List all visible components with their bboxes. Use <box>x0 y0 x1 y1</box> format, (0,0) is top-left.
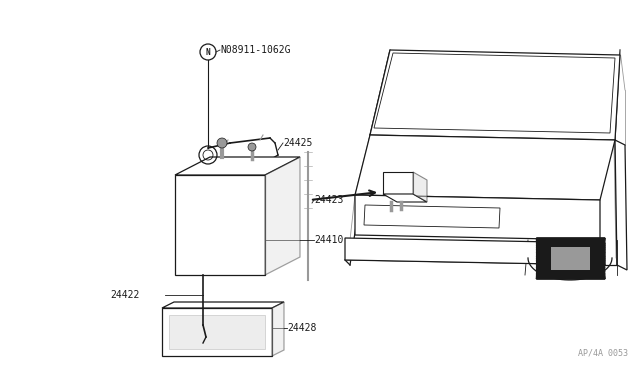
Polygon shape <box>162 308 272 356</box>
Text: 24423: 24423 <box>314 195 344 205</box>
Polygon shape <box>615 140 627 270</box>
Polygon shape <box>383 194 427 202</box>
Circle shape <box>217 138 227 148</box>
Polygon shape <box>413 172 427 202</box>
Polygon shape <box>364 205 500 228</box>
Polygon shape <box>383 172 413 194</box>
Polygon shape <box>175 175 265 275</box>
Text: 24410: 24410 <box>314 235 344 245</box>
Polygon shape <box>175 157 300 175</box>
Polygon shape <box>265 157 300 275</box>
Polygon shape <box>355 135 615 200</box>
Text: 24425: 24425 <box>283 138 312 148</box>
Text: 24422: 24422 <box>110 290 140 300</box>
Text: AP/4A 0053: AP/4A 0053 <box>578 349 628 358</box>
Polygon shape <box>169 315 265 349</box>
Polygon shape <box>272 302 284 356</box>
Text: N: N <box>205 48 211 57</box>
Polygon shape <box>370 50 620 140</box>
Text: N08911-1062G: N08911-1062G <box>220 45 291 55</box>
Polygon shape <box>374 53 615 133</box>
Polygon shape <box>345 238 605 265</box>
Text: 24428: 24428 <box>287 323 316 333</box>
Polygon shape <box>162 302 284 308</box>
Circle shape <box>248 143 256 151</box>
Polygon shape <box>355 195 600 240</box>
